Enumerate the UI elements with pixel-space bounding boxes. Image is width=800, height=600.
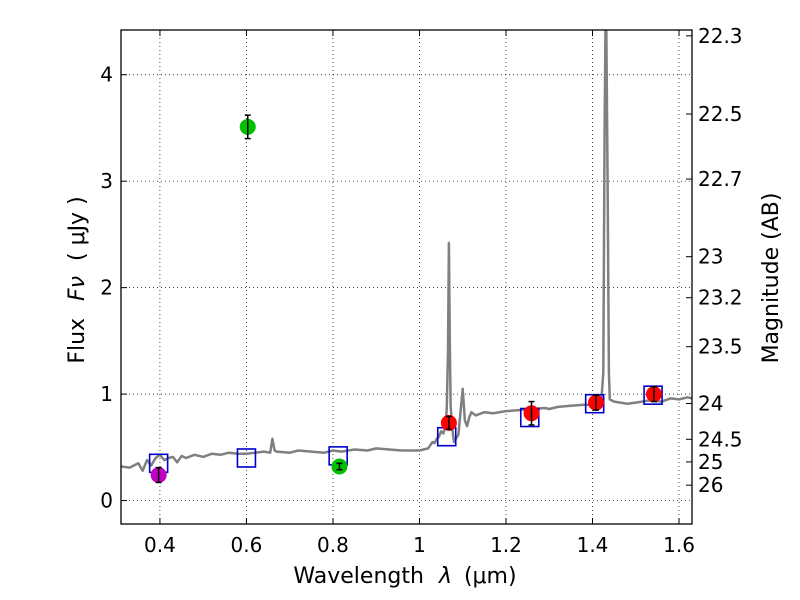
y-tick-label: 2: [100, 276, 113, 300]
right-tick-label: 23.2: [698, 286, 743, 310]
right-tick-label: 26: [698, 473, 723, 497]
right-tick-label: 24: [698, 391, 723, 415]
y-tick-label: 1: [100, 382, 113, 406]
right-axis-label: Magnitude (AB): [759, 193, 784, 364]
y-axis-label-text: Flux: [65, 318, 90, 364]
right-tick-label: 22.7: [698, 167, 743, 191]
x-axis-label-symbol: λ: [438, 564, 452, 589]
model-spectrum: [121, 30, 692, 473]
x-tick-label: 1.4: [577, 533, 609, 557]
axis-ticks: 0.4 0.6 0.8 1 1.2 1.4 1.60123422.322.522.72323…: [100, 24, 742, 557]
y-axis-label-symbol: Fν: [65, 276, 90, 301]
x-axis-label-text: Wavelength: [293, 564, 424, 589]
x-axis-label-unit: (μm): [464, 564, 517, 589]
x-tick-label: 1: [413, 533, 426, 557]
right-tick-label: 25: [698, 450, 723, 474]
right-tick-label: 23.5: [698, 335, 743, 359]
x-axis-label: Wavelength λ (μm): [293, 564, 516, 589]
right-tick-label: 22.5: [698, 102, 743, 126]
x-tick-label: 1.2: [490, 533, 522, 557]
model-photometry-boxes: [148, 385, 663, 474]
x-tick-label: 1.6: [663, 533, 695, 557]
x-tick-label: 0.4: [144, 533, 176, 557]
y-axis-label: Flux Fν ( μJy ): [65, 196, 90, 363]
observed-photometry: [150, 114, 662, 484]
y-tick-label: 3: [100, 169, 113, 193]
right-tick-label: 24.5: [698, 427, 743, 451]
spectrum-line: [121, 30, 692, 473]
right-tick-label: 22.3: [698, 24, 743, 48]
y-tick-label: 4: [100, 63, 113, 87]
y-axis-label-unit: ( μJy ): [65, 196, 90, 261]
right-tick-label: 23: [698, 245, 723, 269]
plot-frame: [120, 29, 693, 525]
x-tick-label: 0.8: [317, 533, 349, 557]
model-box: [236, 448, 257, 468]
y-tick-label: 0: [100, 489, 113, 513]
x-tick-label: 0.6: [231, 533, 263, 557]
